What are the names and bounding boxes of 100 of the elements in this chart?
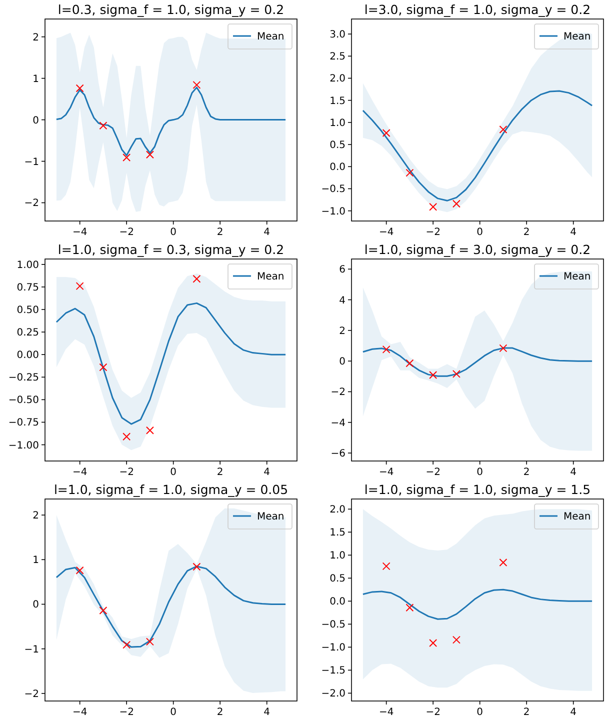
y-tick-label: 0.5: [330, 574, 346, 585]
point: [382, 129, 390, 138]
y-tick-label: 1: [32, 555, 39, 566]
x-tick-label: 2: [216, 227, 224, 238]
legend-label: Mean: [564, 512, 591, 522]
y-tick-label: 1.0: [330, 550, 346, 562]
y-tick-label: −2.0: [321, 688, 346, 700]
y-tick-label: 2.0: [330, 74, 346, 85]
x-tick-label: 4: [570, 227, 577, 238]
point: [76, 84, 84, 92]
x-tick-label: −4: [72, 227, 88, 238]
x-tick-label: 0: [170, 227, 177, 238]
point: [499, 344, 508, 352]
y-tick-label: 0.25: [16, 328, 39, 339]
legend-label: Mean: [257, 32, 284, 42]
point: [406, 168, 414, 177]
y-tick-label: 0.50: [16, 305, 39, 316]
point: [146, 150, 154, 159]
point: [406, 604, 414, 612]
point: [122, 640, 131, 649]
y-tick-label: 2: [32, 510, 39, 522]
y-tick-label: −2: [330, 387, 346, 398]
x-tick-label: 0: [476, 707, 484, 718]
x-tick-label: −2: [426, 227, 440, 238]
y-tick-label: 0: [32, 600, 39, 611]
x-tick-label: 0: [476, 227, 484, 238]
y-tick-label: −6: [330, 448, 346, 460]
y-tick-label: 1.00: [16, 260, 39, 271]
x-tick-label: 2: [523, 227, 530, 238]
line-series: [362, 90, 593, 202]
chart-title: l=3.0, sigma_f = 1.0, sigma_y = 0.2: [364, 2, 591, 17]
x-tick-label: 4: [570, 467, 577, 478]
y-tick-label: −0.50: [8, 395, 39, 406]
chart-title: l=1.0, sigma_f = 3.0, sigma_y = 0.2: [364, 242, 591, 257]
line-series: [56, 302, 286, 425]
y-tick-label: −1: [24, 156, 39, 168]
y-tick-label: −0.5: [321, 184, 346, 196]
chart-title: l=1.0, sigma_f = 1.0, sigma_y = 1.5: [364, 482, 591, 497]
y-tick-label: 1.5: [330, 96, 346, 107]
x-tick-label: 2: [216, 707, 224, 718]
chart-title: l=0.3, sigma_f = 1.0, sigma_y = 0.2: [58, 2, 284, 17]
y-tick-label: 1.5: [330, 528, 346, 539]
y-tick-label: −1.00: [8, 440, 39, 452]
point: [99, 122, 108, 130]
x-tick-label: −2: [426, 467, 440, 478]
x-tick-label: 0: [170, 707, 177, 718]
y-tick-label: 6: [339, 264, 346, 276]
x-tick-label: 0: [170, 467, 177, 478]
y-tick-label: −2: [24, 688, 39, 700]
legend-label: Mean: [257, 512, 284, 522]
x-tick-label: −4: [378, 707, 394, 718]
point: [192, 562, 201, 571]
point: [122, 154, 131, 162]
y-tick-label: 1: [32, 74, 39, 85]
y-tick-label: −1: [24, 644, 39, 656]
y-tick-label: 3.0: [330, 30, 346, 41]
y-tick-label: −1.0: [321, 642, 346, 654]
point: [99, 363, 108, 372]
line-series: [56, 86, 286, 156]
line-series: [56, 566, 286, 648]
point: [146, 426, 154, 434]
y-tick-label: 0.75: [16, 282, 39, 294]
point: [429, 639, 438, 648]
y-tick-label: 4: [339, 295, 346, 306]
y-tick-label: −2: [24, 198, 39, 210]
point: [499, 558, 508, 566]
y-tick-label: 2: [32, 32, 39, 44]
x-tick-label: −4: [72, 467, 88, 478]
y-tick-label: −0.25: [8, 372, 39, 384]
y-tick-label: 2: [339, 326, 346, 337]
x-tick-label: 4: [264, 467, 270, 478]
point: [452, 636, 460, 644]
x-tick-label: 2: [523, 707, 530, 718]
chart-title: l=1.0, sigma_f = 1.0, sigma_y = 0.05: [54, 482, 288, 497]
point: [76, 282, 84, 290]
point: [499, 126, 508, 134]
y-tick-label: 2.5: [330, 52, 346, 63]
y-tick-label: 0.00: [16, 350, 39, 362]
x-tick-label: −4: [378, 227, 394, 238]
x-tick-label: 4: [264, 227, 270, 238]
point: [192, 80, 201, 89]
y-tick-label: 0.0: [330, 162, 346, 174]
y-tick-label: −1.5: [321, 666, 346, 677]
point: [122, 432, 131, 441]
x-tick-label: −4: [72, 707, 88, 718]
line-series: [362, 347, 593, 377]
y-tick-label: 1.0: [330, 118, 346, 129]
point: [99, 606, 108, 614]
y-tick-label: 0.5: [330, 140, 346, 152]
point: [429, 371, 438, 380]
line-series: [362, 588, 593, 620]
x-tick-label: 4: [570, 707, 577, 718]
legend-label: Mean: [564, 32, 591, 42]
y-tick-label: 2.0: [330, 504, 346, 516]
y-tick-label: −4: [330, 418, 346, 429]
point: [406, 359, 414, 368]
point: [146, 638, 154, 646]
x-tick-label: −4: [378, 467, 394, 478]
x-tick-label: −2: [426, 707, 440, 718]
x-tick-label: −2: [119, 467, 134, 478]
